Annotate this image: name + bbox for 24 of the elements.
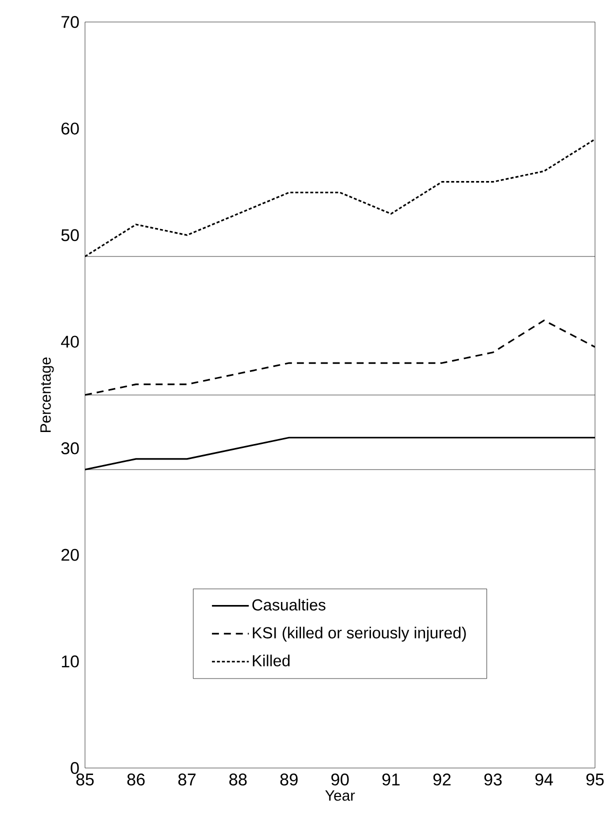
y-tick-label: 10	[62, 655, 79, 668]
y-axis-title: Percentage	[40, 357, 54, 432]
x-tick-label: 86	[127, 774, 145, 786]
x-tick-label: 87	[178, 774, 196, 786]
x-tick-label: 88	[229, 774, 247, 786]
y-tick-label: 40	[61, 336, 79, 348]
x-tick-label: 94	[535, 774, 553, 786]
x-tick-label: 92	[433, 774, 451, 786]
y-tick-label: 20	[62, 548, 79, 561]
x-tick-label: 85	[76, 774, 94, 786]
x-tick-label: 95	[586, 774, 604, 786]
y-tick-label: 70	[62, 16, 79, 28]
x-tick-label: 93	[484, 774, 502, 786]
y-tick-label: 60	[62, 122, 79, 135]
y-tick-label: 30	[61, 442, 79, 454]
legend-label: Casualties	[252, 598, 326, 611]
x-axis-title: Year	[325, 790, 355, 801]
x-tick-label: 90	[331, 774, 349, 786]
legend-label: KSI (killed or seriously injured)	[252, 626, 466, 642]
legend-label: Killed	[252, 654, 290, 666]
x-tick-label: 89	[280, 774, 298, 786]
y-tick-label: 50	[61, 229, 79, 242]
y-tick-label: 0	[70, 762, 79, 774]
x-tick-label: 91	[382, 774, 400, 786]
